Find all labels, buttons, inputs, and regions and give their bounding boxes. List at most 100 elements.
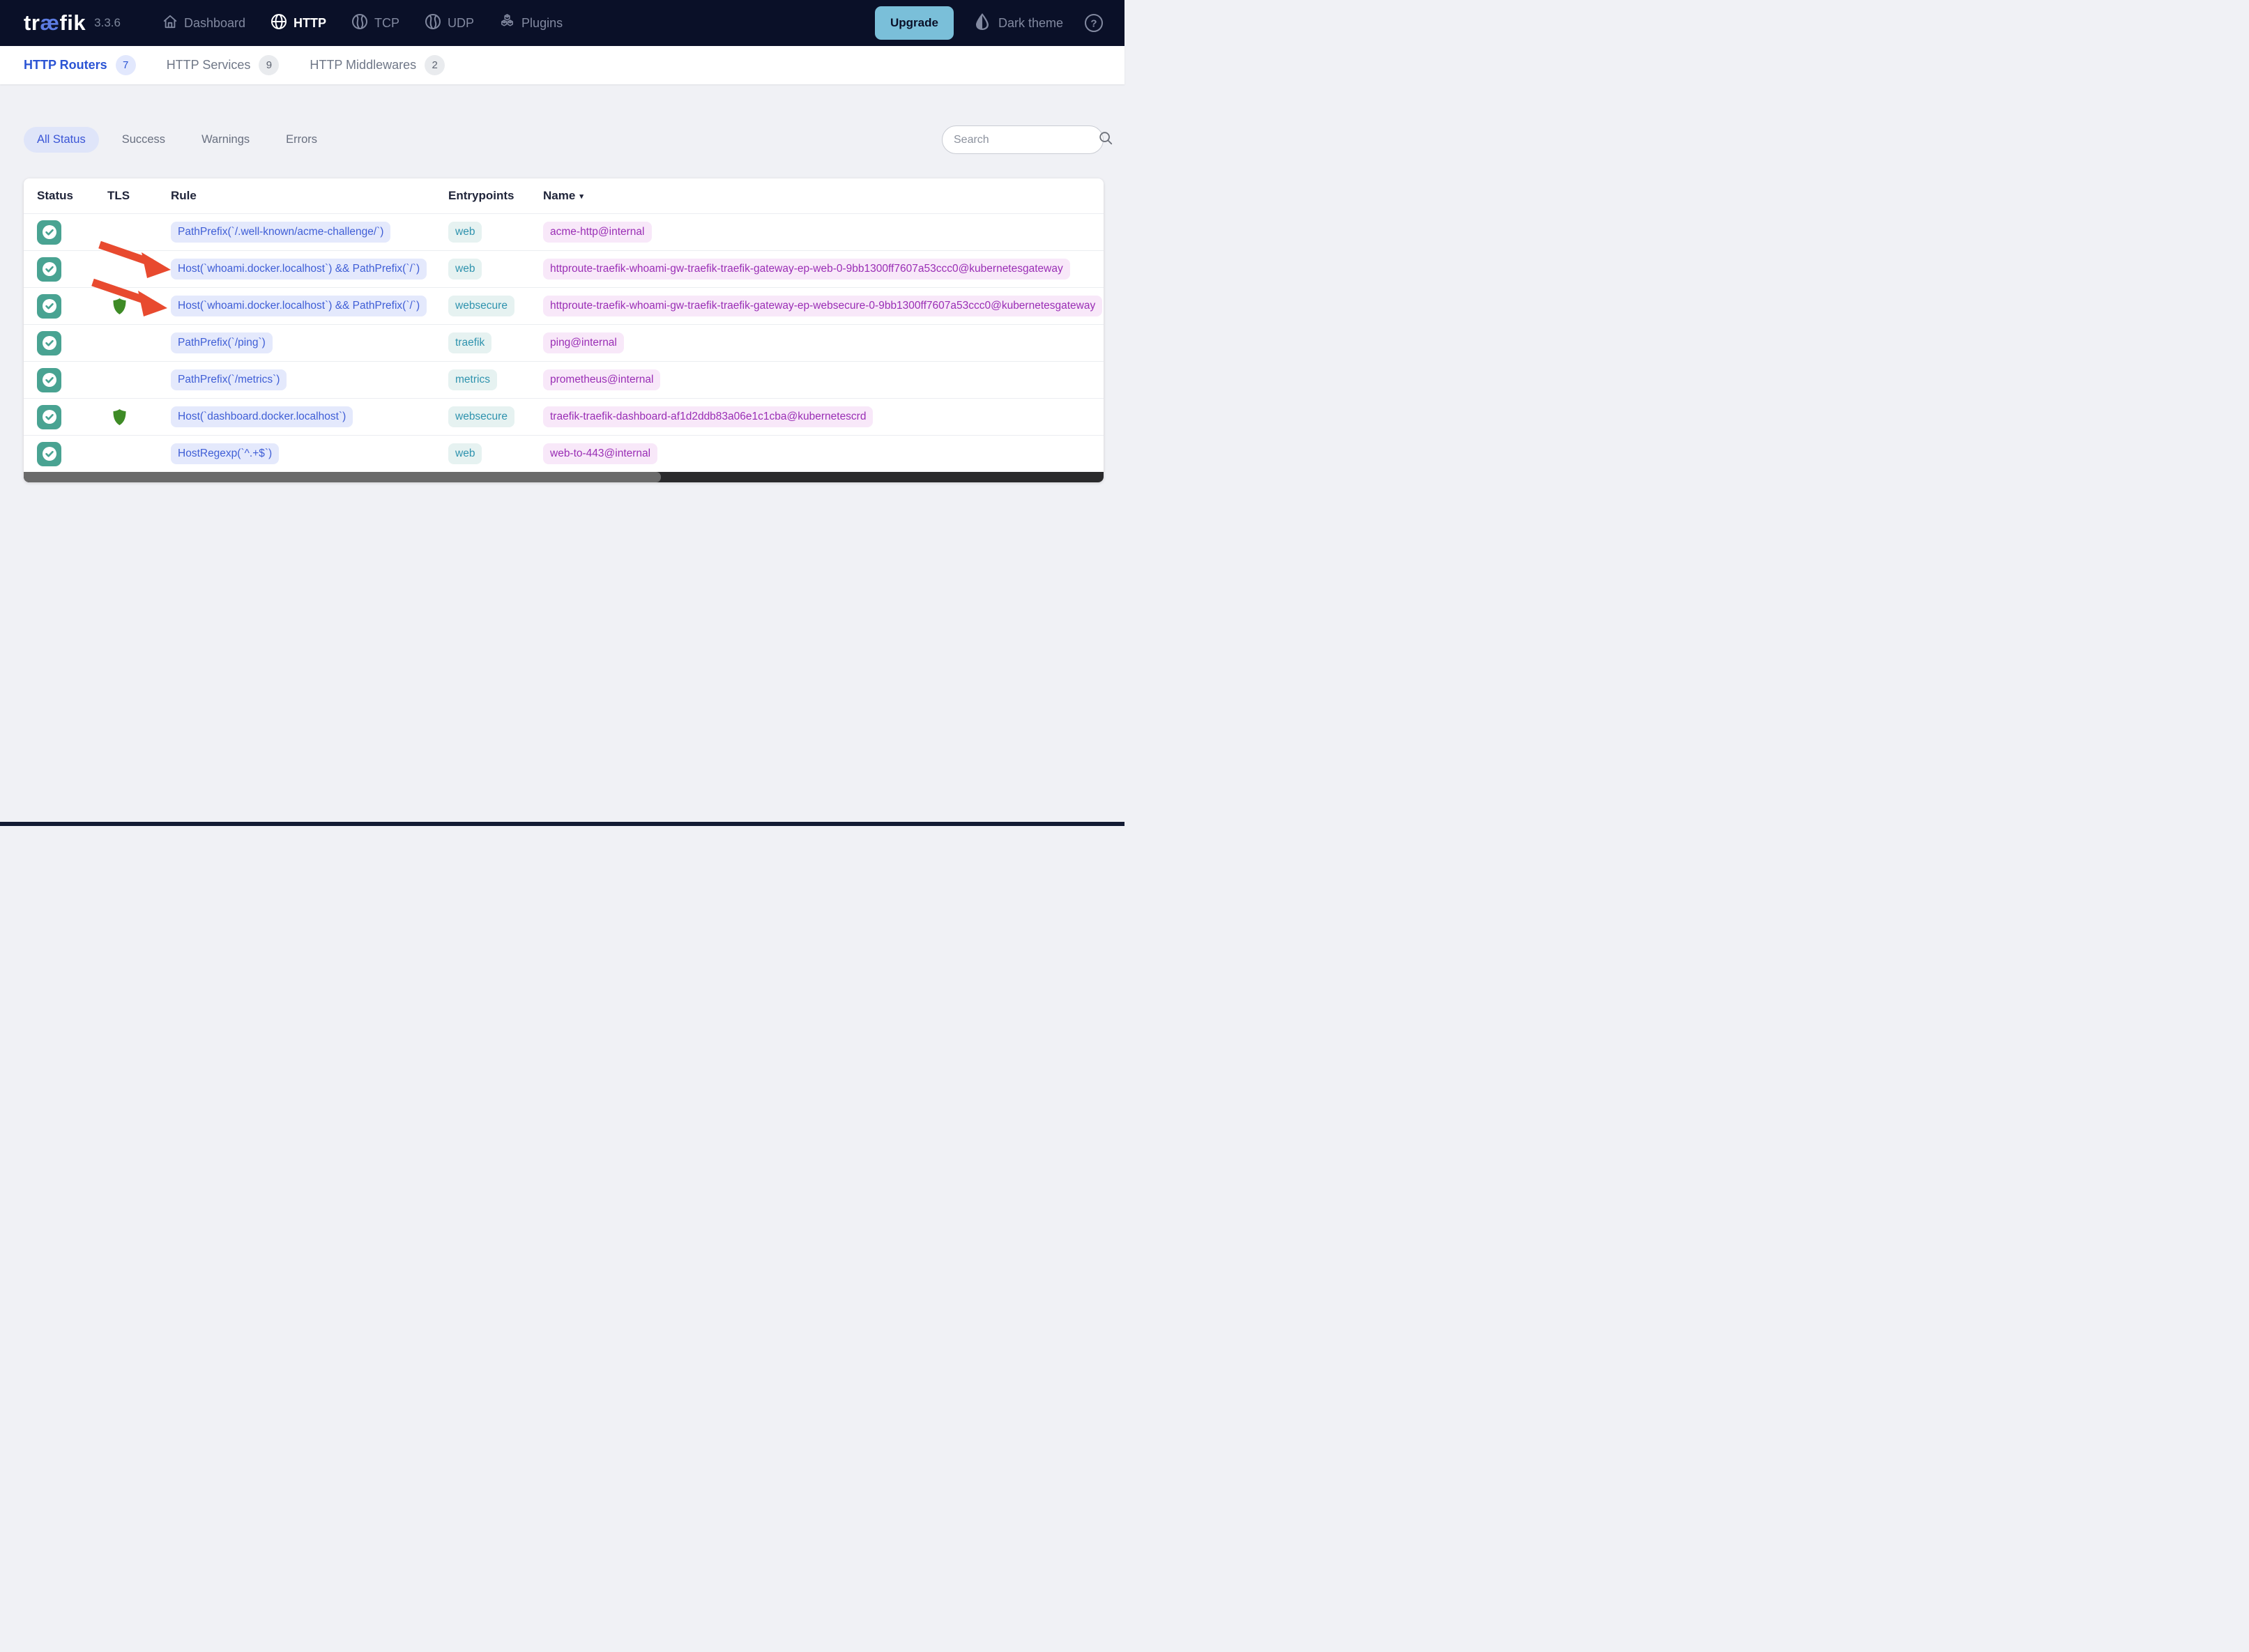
entrypoint-pill: web (448, 259, 482, 280)
tab-label: HTTP Routers (24, 58, 107, 72)
entrypoints-cell: web (448, 222, 543, 243)
col-rule: Rule (171, 189, 197, 202)
name-cell: httproute-traefik-whoami-gw-traefik-trae… (543, 259, 1104, 280)
name-pill: httproute-traefik-whoami-gw-traefik-trae… (543, 296, 1103, 316)
col-name-label: Name (543, 189, 576, 202)
filter-warnings[interactable]: Warnings (201, 133, 250, 146)
entrypoints-cell: traefik (448, 332, 543, 353)
name-cell: prometheus@internal (543, 369, 1104, 390)
nav-label: Plugins (521, 15, 563, 30)
entrypoints-cell: metrics (448, 369, 543, 390)
tab-http-routers[interactable]: HTTP Routers 7 (24, 55, 136, 75)
status-cell (37, 220, 107, 245)
status-cell (37, 293, 107, 319)
status-success-icon (37, 220, 61, 245)
entrypoints-cell: web (448, 259, 543, 280)
rule-cell: HostRegexp(`^.+$`) (171, 443, 448, 464)
logo-text: tr (24, 10, 40, 35)
entrypoints-cell: websecure (448, 296, 543, 316)
col-status: Status (37, 189, 73, 202)
nav-item-tcp[interactable]: TCP (342, 6, 409, 40)
svg-text:?: ? (1090, 18, 1097, 30)
globe-icon (425, 13, 441, 33)
subnav: HTTP Routers 7 HTTP Services 9 HTTP Midd… (0, 46, 1124, 84)
status-success-icon (37, 367, 61, 392)
rule-cell: Host(`dashboard.docker.localhost`) (171, 406, 448, 427)
nav-item-plugins[interactable]: Plugins (489, 6, 572, 40)
entrypoint-pill: websecure (448, 296, 514, 316)
rule-pill: Host(`dashboard.docker.localhost`) (171, 406, 353, 427)
version-label: 3.3.6 (94, 16, 121, 29)
col-name-sort[interactable]: Name ▾ (543, 189, 1104, 203)
rule-pill: PathPrefix(`/.well-known/acme-challenge/… (171, 222, 391, 243)
rule-cell: Host(`whoami.docker.localhost`) && PathP… (171, 259, 448, 280)
rule-pill: PathPrefix(`/metrics`) (171, 369, 287, 390)
cubes-icon (499, 13, 515, 33)
search-input[interactable] (954, 133, 1098, 146)
rule-cell: Host(`whoami.docker.localhost`) && PathP… (171, 296, 448, 316)
rule-cell: PathPrefix(`/ping`) (171, 332, 448, 353)
filter-all-status[interactable]: All Status (24, 127, 99, 153)
name-pill: traefik-traefik-dashboard-af1d2ddb83a06e… (543, 406, 874, 427)
upgrade-button[interactable]: Upgrade (874, 6, 954, 40)
filter-success[interactable]: Success (121, 133, 166, 146)
horizontal-scrollbar[interactable] (24, 472, 1104, 482)
nav-item-udp[interactable]: UDP (415, 6, 484, 40)
name-pill: ping@internal (543, 332, 624, 353)
dark-theme-toggle[interactable]: Dark theme (975, 13, 1063, 34)
status-filter-tabs: All Status Success Warnings Errors (24, 127, 330, 153)
nav-item-http[interactable]: HTTP (261, 6, 336, 40)
search-icon (1098, 130, 1113, 149)
status-success-icon (37, 293, 61, 319)
rule-pill: PathPrefix(`/ping`) (171, 332, 273, 353)
logo-ae: æ (40, 10, 60, 35)
top-navbar: tr æ fik 3.3.6 Dashboard HTTP TCP UDP (0, 0, 1124, 46)
table-row[interactable]: HostRegexp(`^.+$`) web web-to-443@intern… (24, 435, 1104, 472)
status-success-icon (37, 404, 61, 429)
tls-shield-icon (112, 298, 171, 315)
globe-icon (351, 13, 368, 33)
window-bottom-edge (0, 822, 1124, 826)
routers-table: Status TLS Rule Entrypoints Name ▾ PathP… (24, 178, 1104, 482)
count-badge: 9 (259, 55, 280, 75)
tab-label: HTTP Services (166, 58, 251, 72)
name-pill: httproute-traefik-whoami-gw-traefik-trae… (543, 259, 1070, 280)
entrypoint-pill: metrics (448, 369, 497, 390)
entrypoints-cell: websecure (448, 406, 543, 427)
help-icon[interactable]: ? (1084, 13, 1104, 33)
status-cell (37, 441, 107, 466)
name-pill: prometheus@internal (543, 369, 661, 390)
name-pill: web-to-443@internal (543, 443, 658, 464)
count-badge: 2 (425, 55, 445, 75)
entrypoint-pill: web (448, 443, 482, 464)
status-success-icon (37, 330, 61, 355)
name-cell: traefik-traefik-dashboard-af1d2ddb83a06e… (543, 406, 1104, 427)
table-row[interactable]: PathPrefix(`/metrics`) metrics prometheu… (24, 361, 1104, 398)
filter-errors[interactable]: Errors (286, 133, 318, 146)
table-row[interactable]: PathPrefix(`/.well-known/acme-challenge/… (24, 213, 1104, 250)
table-row[interactable]: Host(`dashboard.docker.localhost`) webse… (24, 398, 1104, 435)
status-cell (37, 404, 107, 429)
nav-label: TCP (374, 15, 400, 30)
globe-icon (270, 13, 287, 33)
scrollbar-thumb[interactable] (24, 472, 661, 482)
logo-text-2: fik (59, 10, 86, 35)
tab-http-middlewares[interactable]: HTTP Middlewares 2 (310, 55, 445, 75)
table-row[interactable]: PathPrefix(`/ping`) traefik ping@interna… (24, 324, 1104, 361)
table-row[interactable]: Host(`whoami.docker.localhost`) && PathP… (24, 287, 1104, 324)
status-success-icon (37, 441, 61, 466)
search-box (942, 125, 1113, 154)
name-cell: httproute-traefik-whoami-gw-traefik-trae… (543, 296, 1104, 316)
contrast-drop-icon (975, 13, 990, 34)
filter-row: All Status Success Warnings Errors (0, 125, 1124, 154)
tab-http-services[interactable]: HTTP Services 9 (167, 55, 280, 75)
rule-pill: Host(`whoami.docker.localhost`) && PathP… (171, 259, 427, 280)
col-tls: TLS (107, 189, 130, 202)
nav-item-dashboard[interactable]: Dashboard (153, 7, 255, 40)
col-entrypoints: Entrypoints (448, 189, 514, 202)
table-row[interactable]: Host(`whoami.docker.localhost`) && PathP… (24, 250, 1104, 287)
tls-cell (107, 408, 171, 426)
entrypoint-pill: websecure (448, 406, 514, 427)
status-cell (37, 367, 107, 392)
traefik-logo[interactable]: tr æ fik (24, 10, 86, 36)
